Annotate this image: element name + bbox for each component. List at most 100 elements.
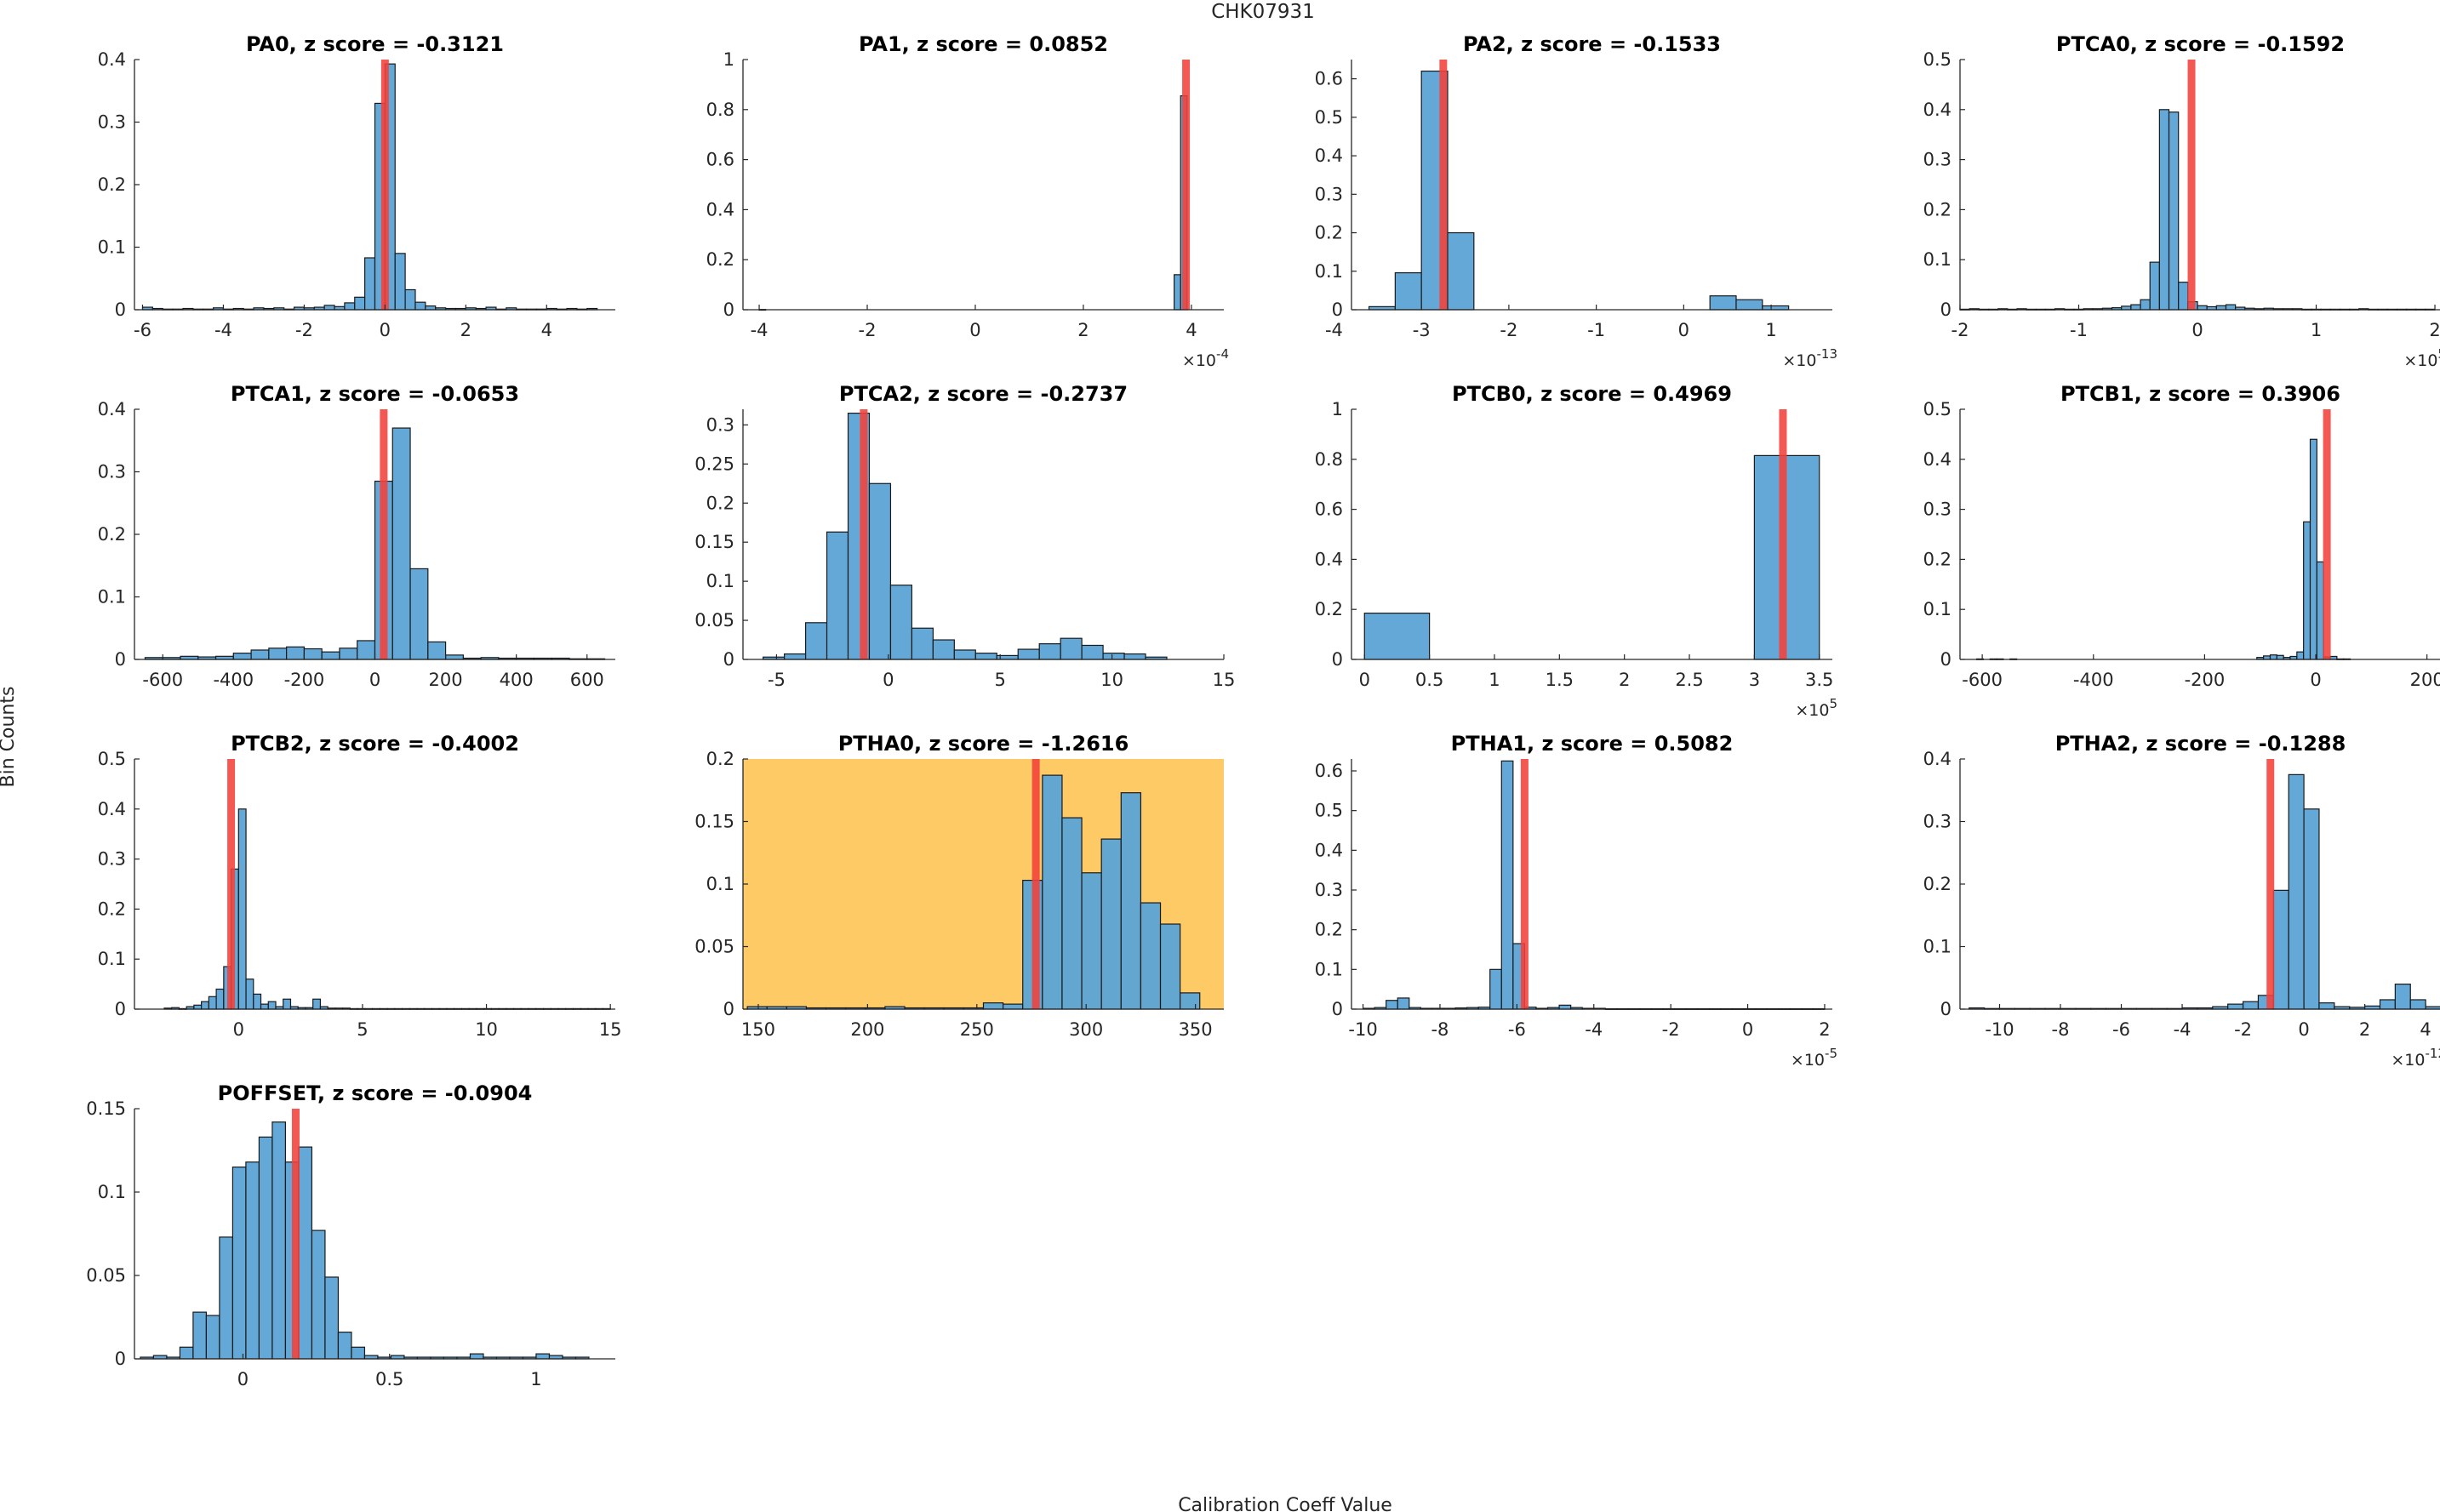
x-tick-label: -400 xyxy=(213,670,254,690)
y-tick-label: 0.2 xyxy=(706,493,734,513)
x-exponent-label: ×10-4 xyxy=(1182,346,1229,370)
y-tick-label: 0.3 xyxy=(1315,184,1343,204)
subplot-title: PTHA1, z score = 0.5082 xyxy=(1451,732,1734,756)
y-tick-label: 0.3 xyxy=(1315,880,1343,900)
histogram-bar xyxy=(1100,838,1122,1010)
y-tick-label: 0.2 xyxy=(1923,874,1951,894)
zscore-marker xyxy=(1779,409,1787,659)
x-tick-label: -5 xyxy=(768,670,786,690)
x-tick-label: 5 xyxy=(995,670,1006,690)
x-tick-label: 0 xyxy=(1678,320,1689,340)
y-tick-label: 0.5 xyxy=(1923,49,1951,70)
x-exponent-label: ×10-12 xyxy=(2391,1046,2440,1070)
histogram-bar xyxy=(2288,773,2305,1010)
y-tick-label: 0.4 xyxy=(98,49,126,70)
y-tick-label: 0.4 xyxy=(1315,145,1343,166)
figure-xlabel: Calibration Coeff Value xyxy=(1178,1495,1392,1512)
x-tick-label: 350 xyxy=(1179,1019,1213,1040)
histogram-bar xyxy=(312,998,322,1010)
histogram-bar xyxy=(1735,299,1763,311)
y-tick-label: 0.1 xyxy=(1923,599,1951,619)
histogram-bar xyxy=(394,253,406,311)
histogram-bar xyxy=(232,653,252,660)
x-tick-label: -6 xyxy=(134,320,151,340)
histogram-bar xyxy=(974,653,997,660)
y-tick-label: 0.1 xyxy=(1923,249,1951,270)
y-tick-label: 0.4 xyxy=(1923,449,1951,470)
y-tick-label: 1 xyxy=(1332,399,1343,419)
zscore-marker xyxy=(1031,759,1040,1009)
histogram-bar xyxy=(404,288,416,311)
x-tick-label: 2.5 xyxy=(1675,670,1703,690)
x-tick-label: 1 xyxy=(2311,320,2322,340)
figure-ylabel: Bin Counts xyxy=(0,687,19,788)
x-tick-label: -600 xyxy=(1962,670,2003,690)
histogram-bar xyxy=(253,993,262,1010)
x-tick-label: 0 xyxy=(883,670,894,690)
y-tick-label: 0 xyxy=(723,999,734,1019)
x-tick-label: 600 xyxy=(570,670,604,690)
y-tick-label: 0.1 xyxy=(706,874,734,894)
histogram-bar xyxy=(2225,304,2237,311)
histogram-bar xyxy=(2409,999,2426,1010)
histogram-bar xyxy=(1180,992,1201,1010)
x-tick-label: 5 xyxy=(357,1019,368,1040)
histogram-bar xyxy=(311,1230,326,1360)
subplot-3: 0 0.1 0.2 0.3 0.4 0.5 -2 -1 0 1 2 ×105 PTCA0, z scor… xyxy=(1923,32,2440,370)
x-exponent-label: ×10-13 xyxy=(1782,346,1837,370)
y-tick-label: 0 xyxy=(1940,300,1951,320)
y-tick-label: 0.5 xyxy=(1315,107,1343,128)
zscore-marker xyxy=(227,759,236,1009)
histogram-bar xyxy=(2316,561,2324,660)
x-tick-label: 0.5 xyxy=(1415,670,1443,690)
x-tick-label: 0 xyxy=(2191,320,2203,340)
histogram-bar xyxy=(324,1276,340,1360)
histogram-bar xyxy=(337,1332,352,1360)
x-tick-label: -6 xyxy=(2112,1019,2130,1040)
subplot-title: PTCA1, z score = -0.0653 xyxy=(231,382,519,406)
y-tick-label: 0.4 xyxy=(1923,749,1951,769)
x-tick-label: -2 xyxy=(2234,1019,2252,1040)
histogram-bar xyxy=(298,1146,313,1360)
x-tick-label: 200 xyxy=(2410,670,2440,690)
y-tick-label: 0.4 xyxy=(1315,549,1343,569)
x-tick-label: 0 xyxy=(1359,670,1370,690)
histogram-bar xyxy=(2178,282,2189,311)
histogram-bar xyxy=(1003,1003,1024,1010)
histogram-bar xyxy=(192,1311,208,1360)
y-tick-label: 0.8 xyxy=(706,100,734,120)
x-tick-label: -3 xyxy=(1413,320,1431,340)
y-tick-label: 0 xyxy=(1332,649,1343,670)
x-tick-label: 2 xyxy=(1819,1019,1830,1040)
histogram-bar xyxy=(911,627,934,660)
histogram-bar xyxy=(2379,999,2396,1010)
subplot-10: 0 0.1 0.2 0.3 0.4 0.5 0.6 -10 -8 -6 -4 -2 0 2 ×10-5 PTH… xyxy=(1315,732,1837,1070)
y-tick-label: 0.4 xyxy=(1923,100,1951,120)
histogram-bar xyxy=(321,651,340,660)
histogram-bar xyxy=(1709,295,1737,311)
x-tick-label: 150 xyxy=(741,1019,775,1040)
histogram-bar xyxy=(286,646,306,660)
histogram-bar xyxy=(354,296,366,311)
y-tick-label: 0.1 xyxy=(1315,959,1343,979)
subplot-7: 0 0.1 0.2 0.3 0.4 0.5 -600 -400 -200 0 200 PTCB1, z… xyxy=(1923,382,2440,690)
x-tick-label: -4 xyxy=(751,320,769,340)
x-tick-label: 1 xyxy=(530,1369,541,1389)
subplot-title: PTHA0, z score = -1.2616 xyxy=(838,732,1129,756)
y-tick-label: 0.4 xyxy=(98,799,126,819)
y-tick-label: 0.3 xyxy=(98,112,126,133)
histogram-bar xyxy=(1081,644,1104,660)
histogram-bar xyxy=(409,568,429,660)
y-tick-label: 0.25 xyxy=(694,454,734,474)
subplot-title: PTCB0, z score = 0.4969 xyxy=(1452,382,1732,406)
y-tick-label: 0.2 xyxy=(1315,599,1343,619)
histogram-bar xyxy=(2158,109,2170,311)
histogram-bar xyxy=(1489,968,1502,1010)
subplot-title: PTHA2, z score = -0.1288 xyxy=(2055,732,2346,756)
subplot-title: POFFSET, z score = -0.0904 xyxy=(218,1081,533,1105)
x-tick-label: 200 xyxy=(429,670,463,690)
y-tick-label: 0.1 xyxy=(98,949,126,969)
histogram-bar xyxy=(351,1346,366,1360)
